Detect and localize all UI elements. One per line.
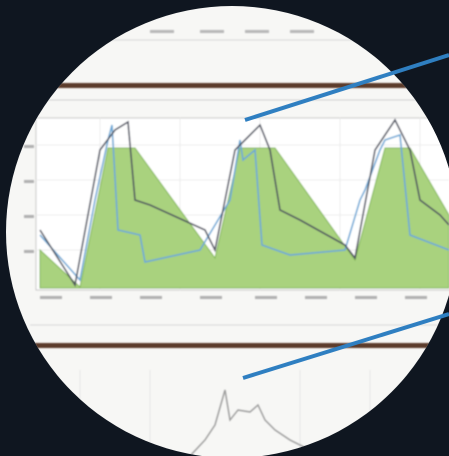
label-blur — [245, 30, 269, 33]
label-blur — [355, 296, 377, 299]
label-blur — [24, 250, 34, 253]
label-blur — [150, 30, 174, 33]
label-blur — [90, 296, 112, 299]
light-blue-line — [39, 124, 449, 282]
label-blur — [140, 296, 162, 299]
label-blur — [305, 296, 327, 299]
label-blur — [290, 30, 314, 33]
label-blur — [24, 145, 34, 148]
label-blur — [200, 296, 222, 299]
axis-labels — [24, 145, 427, 299]
pointer-line — [242, 312, 449, 380]
label-blur — [405, 296, 427, 299]
label-blur — [200, 30, 224, 33]
label-blur — [24, 180, 34, 183]
top-axis-labels — [150, 30, 314, 33]
green-area — [39, 147, 449, 289]
pointer-line — [244, 53, 449, 122]
label-blur — [24, 215, 34, 218]
label-blur — [40, 296, 62, 299]
lower-line — [189, 389, 311, 456]
dark-line — [39, 118, 449, 288]
brown-divider — [20, 83, 449, 88]
label-blur — [255, 296, 277, 299]
magnified-content — [20, 30, 449, 456]
brown-divider — [20, 343, 449, 348]
